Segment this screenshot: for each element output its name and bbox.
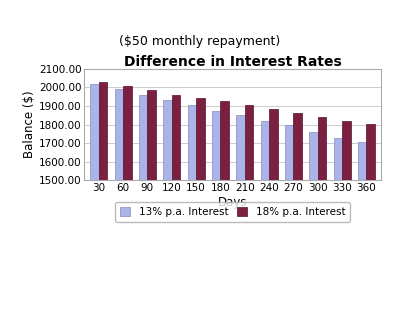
Bar	[99, 82, 107, 330]
Text: ($50 monthly repayment): ($50 monthly repayment)	[119, 35, 281, 48]
Bar	[196, 97, 205, 330]
Bar	[334, 138, 342, 330]
Bar	[148, 90, 156, 330]
Bar	[163, 100, 172, 330]
Bar	[188, 105, 196, 330]
Bar	[285, 125, 294, 330]
X-axis label: Days: Days	[218, 196, 247, 209]
Bar	[245, 105, 253, 330]
Bar	[139, 95, 148, 330]
Bar	[172, 95, 180, 330]
Bar	[114, 89, 123, 330]
Bar	[212, 111, 220, 330]
Bar	[294, 113, 302, 330]
Bar	[123, 86, 132, 330]
Bar	[269, 109, 278, 330]
Title: Difference in Interest Rates: Difference in Interest Rates	[124, 54, 342, 69]
Bar	[260, 121, 269, 330]
Y-axis label: Balance ($): Balance ($)	[23, 91, 36, 158]
Bar	[90, 83, 99, 330]
Bar	[318, 117, 326, 330]
Bar	[366, 124, 375, 330]
Bar	[236, 115, 245, 330]
Legend: 13% p.a. Interest, 18% p.a. Interest: 13% p.a. Interest, 18% p.a. Interest	[115, 202, 350, 222]
Bar	[342, 121, 350, 330]
Bar	[309, 132, 318, 330]
Bar	[220, 101, 229, 330]
Bar	[358, 142, 366, 330]
